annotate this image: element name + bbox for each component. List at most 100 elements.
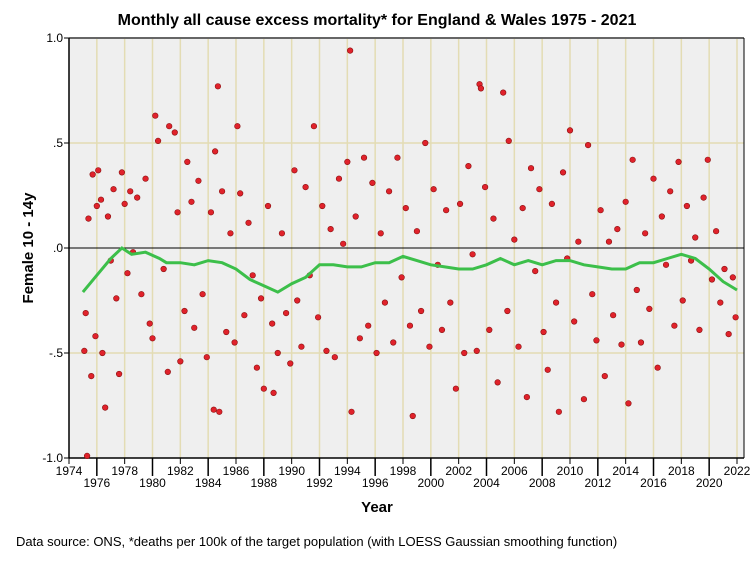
data-point	[174, 209, 181, 216]
data-point	[447, 299, 454, 306]
data-point	[494, 379, 501, 386]
x-tick-label: 1990	[278, 464, 305, 478]
data-point	[584, 142, 592, 149]
x-tick-label: 2008	[529, 476, 556, 490]
data-point	[127, 188, 134, 195]
data-point	[394, 154, 401, 161]
x-tick-label: 1982	[167, 464, 194, 478]
data-point	[696, 326, 703, 334]
data-point	[95, 167, 102, 174]
data-point	[486, 326, 493, 334]
data-point	[544, 366, 551, 373]
data-point	[622, 198, 629, 205]
data-point	[110, 186, 117, 193]
data-point	[166, 123, 173, 130]
data-point	[184, 158, 191, 165]
x-tick-label: 1976	[83, 476, 110, 490]
data-point	[614, 226, 621, 233]
data-point	[365, 322, 372, 329]
data-point	[134, 194, 141, 201]
data-point	[589, 291, 596, 298]
data-point	[373, 349, 380, 357]
data-point	[142, 175, 149, 182]
x-tick-label: 1996	[362, 476, 389, 490]
data-point	[679, 297, 686, 304]
data-point	[654, 364, 661, 371]
data-point	[477, 85, 485, 92]
data-point	[593, 337, 600, 344]
data-point	[692, 234, 699, 241]
data-point	[402, 205, 409, 212]
data-point	[580, 396, 588, 403]
data-point	[430, 186, 437, 193]
data-point	[473, 347, 480, 355]
data-point	[253, 364, 260, 371]
data-point	[548, 200, 556, 207]
data-point	[347, 47, 354, 54]
data-point	[124, 270, 131, 277]
data-point	[540, 328, 547, 336]
data-point	[113, 295, 120, 302]
x-tick-label: 2016	[640, 476, 667, 490]
data-point	[81, 347, 88, 355]
data-point	[511, 236, 518, 243]
data-point	[409, 412, 416, 420]
data-point	[438, 326, 446, 334]
data-point	[377, 230, 384, 237]
data-point	[505, 137, 512, 144]
data-point	[146, 320, 153, 327]
data-point	[181, 307, 188, 315]
data-point	[212, 148, 219, 155]
data-point	[605, 238, 613, 245]
x-tick-label: 1980	[139, 476, 166, 490]
data-point	[555, 408, 562, 415]
data-point	[610, 312, 617, 319]
data-point	[344, 158, 351, 165]
data-point	[667, 188, 674, 195]
x-tick-label: 1998	[390, 464, 417, 478]
data-point	[177, 358, 184, 365]
data-point	[315, 314, 322, 321]
data-point	[269, 320, 276, 327]
x-tick-label: 1986	[223, 464, 250, 478]
data-point	[298, 343, 305, 350]
data-point	[207, 209, 215, 216]
data-point	[713, 228, 720, 235]
x-tick-label: 2010	[557, 464, 584, 478]
data-point	[515, 343, 522, 350]
data-point	[82, 310, 89, 317]
data-point	[270, 389, 277, 397]
data-point	[257, 295, 265, 302]
x-tick-label: 2006	[501, 464, 528, 478]
data-point	[721, 265, 728, 273]
data-point	[413, 228, 421, 235]
data-point	[369, 179, 376, 186]
data-point	[625, 400, 632, 407]
data-point	[704, 156, 711, 163]
data-point	[406, 322, 414, 329]
x-tick-label: 2020	[696, 476, 723, 490]
x-tick-label: 1974	[56, 464, 83, 478]
data-point	[523, 394, 530, 401]
x-tick-label: 2004	[473, 476, 500, 490]
data-point	[352, 213, 359, 220]
data-point	[188, 198, 195, 205]
x-tick-label: 1984	[195, 476, 222, 490]
data-point	[708, 276, 716, 283]
data-point	[287, 360, 294, 367]
data-point	[650, 175, 657, 182]
data-point	[97, 196, 105, 203]
data-point	[227, 230, 234, 237]
data-point	[203, 354, 210, 361]
data-point	[245, 219, 252, 226]
x-tick-label: 2018	[668, 464, 695, 478]
data-point	[234, 123, 241, 130]
data-point	[102, 404, 109, 411]
data-point	[642, 230, 649, 237]
data-point	[381, 299, 389, 306]
data-point	[658, 213, 665, 220]
data-point	[618, 341, 625, 348]
data-point	[536, 186, 543, 193]
